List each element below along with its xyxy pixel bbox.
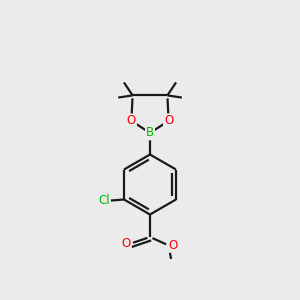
Text: Cl: Cl bbox=[98, 194, 110, 207]
Text: O: O bbox=[122, 237, 130, 250]
Text: O: O bbox=[127, 114, 136, 128]
Text: O: O bbox=[164, 114, 173, 128]
Text: O: O bbox=[169, 239, 178, 252]
Text: B: B bbox=[146, 126, 154, 140]
